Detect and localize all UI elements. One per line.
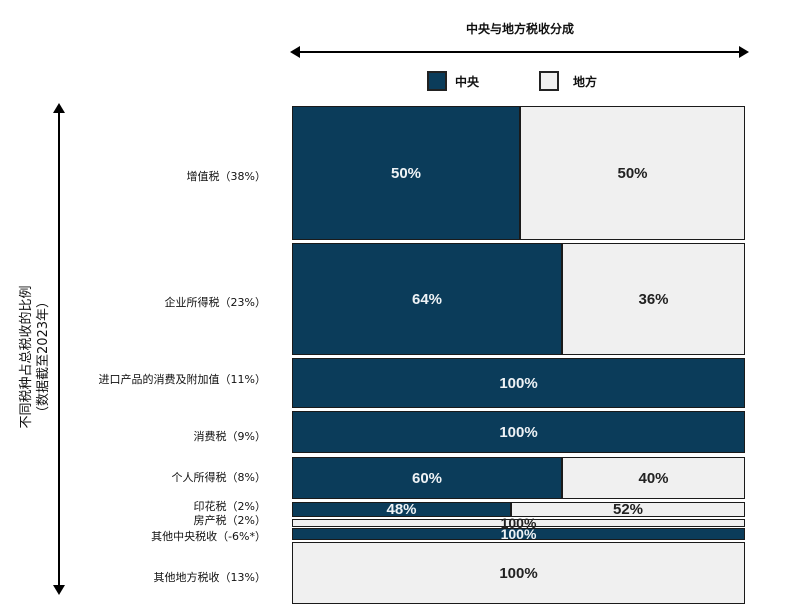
legend-label-local: 地方 xyxy=(573,74,598,89)
segment-central: 100% xyxy=(292,358,745,408)
segment-local: 36% xyxy=(562,243,745,355)
horizontal-double-arrow xyxy=(290,46,749,58)
segment-local: 40% xyxy=(562,457,745,499)
row-label-consumption-tax: 消费税（9%） xyxy=(193,430,266,443)
row-label-stamp-tax: 印花税（2%） xyxy=(193,500,266,513)
row-label-import-tax: 进口产品的消费及附加值（11%） xyxy=(98,373,266,386)
legend-central: 中央 xyxy=(427,69,479,93)
segment-local: 100% xyxy=(292,516,745,530)
segment-central: 48% xyxy=(292,502,511,517)
row-label-property-tax: 房产税（2%） xyxy=(193,514,266,527)
y-axis-label-line2: （数据截至2023年） xyxy=(36,294,51,420)
row-label-personal-income-tax: 个人所得税（8%） xyxy=(171,471,266,484)
row-label-vat: 增值税（38%） xyxy=(186,170,266,183)
chart-title: 中央与地方税收分成 xyxy=(465,22,574,36)
segment-central: 64% xyxy=(292,243,562,355)
y-axis-label: 不同税种占总税收的比例 （数据截至2023年） xyxy=(18,212,52,502)
bar-other-central: 100% xyxy=(292,527,745,541)
bar-stamp-tax: 48% 52% xyxy=(292,502,745,517)
bar-personal-income-tax: 60% 40% xyxy=(292,457,745,499)
segment-central: 50% xyxy=(292,106,520,240)
legend-swatch-local xyxy=(539,71,559,91)
segment-central: 100% xyxy=(292,527,745,541)
bar-property-tax: 100% xyxy=(292,516,745,530)
segment-local: 100% xyxy=(292,542,745,604)
bar-consumption-tax: 100% xyxy=(292,411,745,453)
bar-other-local: 100% xyxy=(292,542,745,604)
segment-local: 50% xyxy=(520,106,745,240)
bar-import-tax: 100% xyxy=(292,358,745,408)
bar-vat: 50% 50% xyxy=(292,106,745,240)
vertical-double-arrow xyxy=(53,103,65,595)
row-label-corporate-income-tax: 企业所得税（23%） xyxy=(164,296,266,309)
legend-swatch-central xyxy=(427,71,447,91)
segment-local: 52% xyxy=(511,502,745,517)
row-label-other-central: 其他中央税收（-6%*） xyxy=(151,530,266,543)
row-label-other-local: 其他地方税收（13%） xyxy=(153,571,266,584)
segment-central: 100% xyxy=(292,411,745,453)
y-axis-label-line1: 不同税种占总税收的比例 xyxy=(19,285,34,429)
legend-label-central: 中央 xyxy=(455,74,480,89)
legend-local: 地方 xyxy=(539,69,597,93)
segment-central: 60% xyxy=(292,457,562,499)
bar-corporate-income-tax: 64% 36% xyxy=(292,243,745,355)
